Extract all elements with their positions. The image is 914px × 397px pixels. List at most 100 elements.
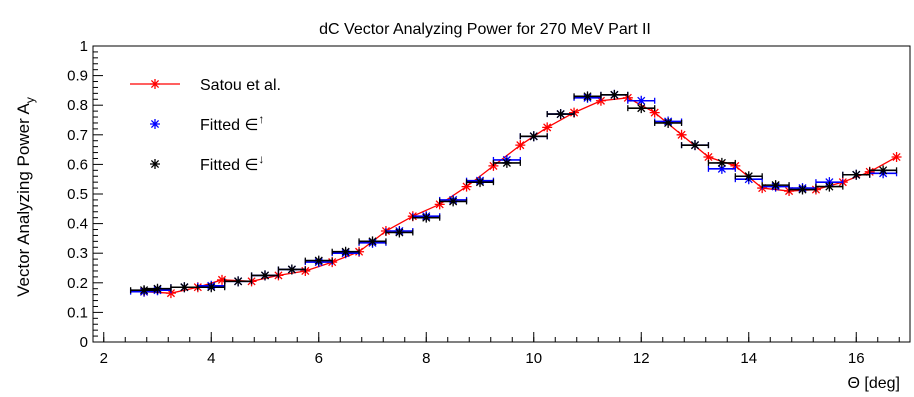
- series-2-point: [851, 169, 862, 180]
- series-2-point: [743, 171, 754, 182]
- series-2-point-glyph: [690, 140, 700, 151]
- y-tick-label: 0.7: [67, 127, 88, 144]
- series-2-point-glyph: [421, 212, 432, 223]
- series-0-point: [703, 152, 714, 162]
- series-1-point-glyph: [636, 95, 647, 106]
- legend-marker: [150, 119, 160, 129]
- series-1-point: [636, 95, 647, 106]
- x-tick-label: 14: [740, 350, 757, 367]
- series-2-point-glyph: [878, 165, 889, 176]
- legend-label-superscript: ↓: [258, 152, 264, 166]
- legend-label: Satou et al.: [200, 77, 281, 94]
- x-tick-label: 4: [207, 350, 215, 367]
- y-tick-label: 0.9: [67, 68, 88, 85]
- series-0-point: [891, 152, 902, 162]
- y-tick-label: 0.1: [67, 304, 88, 321]
- series-0-point: [542, 122, 553, 133]
- series-2-point-glyph: [152, 283, 163, 294]
- series-2-point-glyph: [501, 157, 512, 168]
- series-2-point-glyph: [448, 196, 459, 207]
- y-tick-label: 0.3: [67, 245, 88, 262]
- series-2-point: [797, 184, 808, 195]
- series-0-point-glyph: [461, 181, 472, 192]
- series-2-point-glyph: [609, 89, 620, 100]
- series-2-point-glyph: [770, 180, 781, 191]
- series-2-point: [340, 246, 351, 257]
- legend-label-main: Satou et al.: [200, 77, 281, 94]
- series-2-point-glyph: [851, 169, 862, 180]
- y-tick-label: 0.5: [67, 186, 88, 203]
- legend-label: Fitted ∈↑: [200, 112, 264, 134]
- legend-marker-glyph: [150, 159, 160, 169]
- series-layer: [129, 89, 902, 299]
- x-tick-label: 8: [422, 350, 430, 367]
- series-2-point-glyph: [286, 264, 297, 275]
- y-tick-label: 0.4: [67, 216, 88, 233]
- series-2-point: [716, 157, 727, 168]
- series-2-point-glyph: [797, 184, 808, 195]
- legend-label-superscript: ↑: [258, 112, 264, 126]
- series-2-point-glyph: [260, 270, 270, 281]
- x-tick-label: 10: [525, 350, 542, 367]
- y-tick-label: 1: [80, 38, 88, 55]
- series-2-point-glyph: [555, 109, 566, 120]
- legend-marker-glyph: [150, 119, 160, 129]
- series-2-point: [609, 89, 620, 100]
- x-axis-label: Θ [deg]: [848, 375, 900, 392]
- series-2-point-glyph: [582, 91, 593, 102]
- y-tick-label: 0.8: [67, 97, 88, 114]
- series-2-point-glyph: [313, 255, 324, 266]
- series-2-point-glyph: [233, 276, 244, 287]
- series-2-point: [636, 103, 647, 114]
- series-0-point-glyph: [703, 152, 714, 162]
- series-2-point: [582, 91, 593, 102]
- series-2-point: [475, 177, 485, 188]
- series-0-point: [676, 129, 687, 140]
- series-0-point: [217, 274, 227, 285]
- series-2-point-glyph: [716, 157, 727, 168]
- series-2-point: [824, 181, 835, 192]
- series-2-point: [286, 264, 297, 275]
- series-2-point-glyph: [179, 282, 190, 293]
- y-axis-label-subscript: y: [23, 97, 37, 103]
- series-2-point: [528, 131, 539, 142]
- series-2-point: [394, 227, 405, 238]
- series-2-point: [663, 117, 674, 128]
- series-0-point-glyph: [542, 122, 553, 133]
- series-2-point: [690, 140, 700, 151]
- y-axis-label-main: Vector Analyzing Power A: [14, 102, 33, 296]
- legend-entry-2: Fitted ∈↓: [150, 152, 264, 174]
- x-tick-label: 16: [848, 350, 865, 367]
- series-2-point-glyph: [394, 227, 405, 238]
- y-axis: 0 0.1 0.2 0.3 0.4 0.5 0.6 0.7 0.8 0.9 1: [67, 38, 103, 351]
- legend-marker-glyph: [150, 79, 160, 89]
- x-tick-label: 6: [315, 350, 323, 367]
- series-1-point-glyph: [716, 163, 727, 174]
- legend-entry-0: Satou et al.: [130, 77, 281, 94]
- series-2: [129, 89, 898, 296]
- series-0-point: [649, 107, 660, 118]
- legend-marker: [150, 79, 160, 89]
- chart-title: dC Vector Analyzing Power for 270 MeV Pa…: [319, 21, 651, 38]
- plot-area: 2 4 6 8 10 12 14 16 0 0.1 0.2 0.3 0.4 0.5 0.6 0.7 0.8 0.…: [67, 38, 911, 367]
- y-tick-label: 0: [80, 334, 88, 351]
- series-2-point: [313, 255, 324, 266]
- series-2-point: [152, 283, 163, 294]
- series-0-point-glyph: [891, 152, 902, 162]
- y-tick-label: 0.6: [67, 156, 88, 173]
- series-2-point-glyph: [663, 117, 674, 128]
- series-2-point-glyph: [206, 282, 217, 293]
- x-axis: 2 4 6 8 10 12 14 16: [100, 332, 900, 367]
- legend-label-main: Fitted ∈: [200, 117, 258, 134]
- x-tick-label: 2: [100, 350, 108, 367]
- x-tick-label: 12: [633, 350, 650, 367]
- series-2-point: [206, 282, 217, 293]
- series-2-point-glyph: [824, 181, 835, 192]
- series-2-point-glyph: [636, 103, 647, 114]
- series-2-point: [367, 236, 378, 247]
- series-2-point-glyph: [743, 171, 754, 182]
- legend-entry-1: Fitted ∈↑: [150, 112, 264, 134]
- series-2-point: [501, 157, 512, 168]
- legend-marker: [150, 159, 160, 169]
